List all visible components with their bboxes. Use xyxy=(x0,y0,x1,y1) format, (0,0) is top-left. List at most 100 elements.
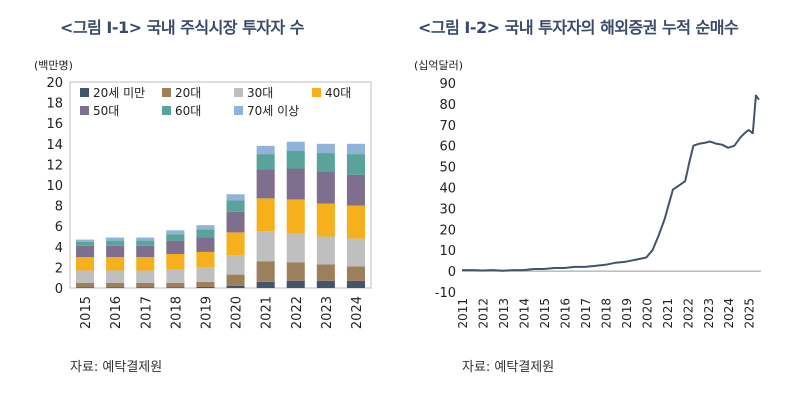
bar-segment xyxy=(196,229,215,238)
bar-segment xyxy=(136,282,155,288)
bar-segment xyxy=(316,153,335,172)
right-x-tick-label: 2018 xyxy=(599,298,613,329)
left-y-tick-label: 16 xyxy=(46,117,63,132)
bar-segment xyxy=(76,239,95,242)
bar-segment xyxy=(106,287,125,288)
left-x-tick-label: 2021 xyxy=(260,296,275,329)
bar-segment xyxy=(106,240,125,246)
right-x-tick-label: 2023 xyxy=(702,298,716,329)
bar-segment xyxy=(316,280,335,288)
left-x-tick-label: 2016 xyxy=(109,296,124,329)
right-y-tick-label: 80 xyxy=(439,98,456,113)
bar-segment xyxy=(346,205,365,239)
bar-segment xyxy=(166,240,185,255)
right-x-tick-label: 2025 xyxy=(743,298,757,329)
bar-segment xyxy=(106,282,125,288)
bar-segment xyxy=(346,280,365,288)
bar-segment xyxy=(136,245,155,258)
bar-segment xyxy=(76,241,95,246)
right-x-tick-label: 2021 xyxy=(661,298,675,329)
right-y-tick-label: 90 xyxy=(439,77,456,92)
bar-segment xyxy=(136,257,155,271)
bar-segment xyxy=(166,269,185,283)
bar-segment xyxy=(106,237,125,241)
left-y-tick-label: 12 xyxy=(46,158,63,173)
left-plot-frame xyxy=(69,81,372,289)
left-y-tick-label: 2 xyxy=(55,261,63,276)
legend-label: 30대 xyxy=(247,86,273,100)
bar-segment xyxy=(166,282,185,288)
bar-segment xyxy=(226,285,245,288)
right-x-tick-label: 2019 xyxy=(620,298,634,329)
right-chart-unit: (십억달러) xyxy=(414,59,464,72)
bar-segment xyxy=(166,287,185,288)
right-y-tick-label: 60 xyxy=(439,140,456,155)
left-x-tick-label: 2019 xyxy=(199,296,214,329)
bar-segment xyxy=(316,236,335,265)
bar-segment xyxy=(136,237,155,241)
bar-segment xyxy=(226,200,245,212)
right-y-tick-label: 30 xyxy=(439,202,456,217)
right-y-tick-label: 70 xyxy=(439,119,456,134)
right-y-tick-label: 0 xyxy=(448,265,456,280)
left-y-tick-label: 10 xyxy=(46,179,63,194)
bar-segment xyxy=(106,257,125,271)
bar-segment xyxy=(286,262,305,281)
bar-segment xyxy=(226,194,245,201)
bar-segment xyxy=(256,198,275,232)
bar-segment xyxy=(316,143,335,154)
right-x-tick-label: 2022 xyxy=(681,298,695,329)
bar-segment xyxy=(166,234,185,241)
left-x-tick-label: 2024 xyxy=(350,296,365,329)
bar-segment xyxy=(136,287,155,288)
bar-segment xyxy=(256,169,275,199)
bar-segment xyxy=(196,225,215,230)
bar-segment xyxy=(286,151,305,169)
left-y-tick-label: 0 xyxy=(55,282,63,297)
bar-segment xyxy=(256,154,275,170)
bar-segment xyxy=(76,287,95,288)
right-x-tick-label: 2013 xyxy=(497,298,511,329)
legend-label: 60대 xyxy=(175,104,201,118)
bar-segment xyxy=(196,237,215,252)
bar-segment xyxy=(346,266,365,281)
bar-segment xyxy=(316,171,335,204)
left-x-tick-label: 2022 xyxy=(290,296,305,329)
bar-segment xyxy=(76,270,95,283)
bar-segment xyxy=(196,281,215,287)
bar-segment xyxy=(196,267,215,282)
bar-segment xyxy=(346,154,365,175)
bar-segment xyxy=(286,233,305,263)
right-chart-source: 자료: 예탁결제원 xyxy=(462,360,555,375)
right-x-tick-label: 2024 xyxy=(722,298,736,329)
right-x-tick-label: 2012 xyxy=(476,298,490,329)
left-x-tick-label: 2023 xyxy=(320,296,335,329)
right-y-tick-label: -10 xyxy=(435,286,456,301)
bar-segment xyxy=(106,270,125,283)
bar-segment xyxy=(106,245,125,258)
bar-segment xyxy=(256,281,275,288)
legend-label: 20세 미만 xyxy=(93,86,145,100)
left-x-tick-label: 2020 xyxy=(230,296,245,329)
right-x-tick-label: 2016 xyxy=(558,298,572,329)
legend-swatch xyxy=(162,106,171,115)
bar-segment xyxy=(196,251,215,268)
legend-swatch xyxy=(80,106,89,115)
legend-label: 50대 xyxy=(93,104,119,118)
left-y-tick-label: 8 xyxy=(55,200,63,215)
bar-segment xyxy=(256,231,275,262)
bar-segment xyxy=(76,282,95,288)
bar-segment xyxy=(256,261,275,282)
left-chart-title: <그림 Ⅰ-1> 국내 주식시장 투자자 수 xyxy=(60,18,305,37)
bar-segment xyxy=(136,240,155,246)
bar-segment xyxy=(226,255,245,275)
left-y-tick-label: 4 xyxy=(55,241,63,256)
left-y-tick-label: 18 xyxy=(46,97,63,112)
bar-segment xyxy=(136,270,155,283)
bar-segment xyxy=(316,264,335,281)
legend-swatch xyxy=(312,88,321,97)
bar-segment xyxy=(346,174,365,206)
right-x-tick-label: 2011 xyxy=(456,298,470,329)
left-chart-unit: (백만명) xyxy=(34,59,73,72)
